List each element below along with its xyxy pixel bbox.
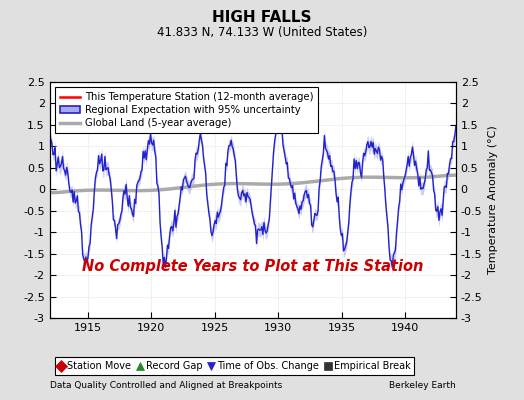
- Text: No Complete Years to Plot at This Station: No Complete Years to Plot at This Statio…: [82, 258, 423, 274]
- Text: 41.833 N, 74.133 W (United States): 41.833 N, 74.133 W (United States): [157, 26, 367, 39]
- Text: HIGH FALLS: HIGH FALLS: [212, 10, 312, 25]
- Y-axis label: Temperature Anomaly (°C): Temperature Anomaly (°C): [488, 126, 498, 274]
- Legend: Station Move, Record Gap, Time of Obs. Change, Empirical Break: Station Move, Record Gap, Time of Obs. C…: [54, 357, 414, 375]
- Text: Data Quality Controlled and Aligned at Breakpoints: Data Quality Controlled and Aligned at B…: [50, 381, 282, 390]
- Text: Berkeley Earth: Berkeley Earth: [389, 381, 456, 390]
